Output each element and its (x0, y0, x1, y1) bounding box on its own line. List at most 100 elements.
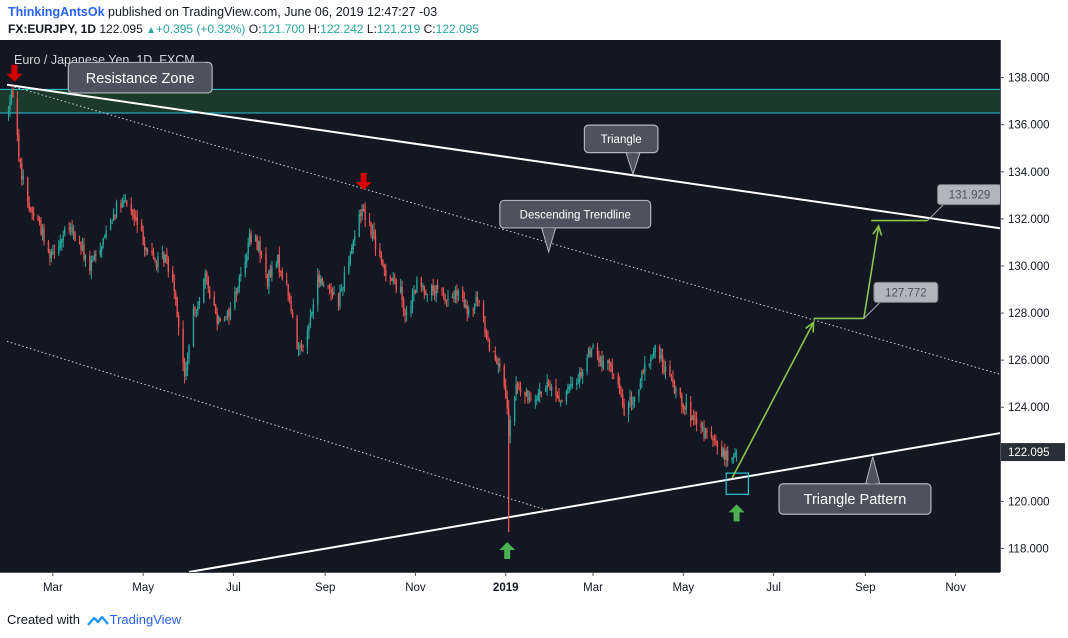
candle-body (61, 239, 63, 243)
callout-triangle-pattern-text: Triangle Pattern (804, 492, 907, 508)
candle-body (462, 289, 464, 299)
candle-body (610, 363, 612, 367)
candle-body (62, 235, 64, 241)
candle-body (639, 382, 642, 389)
candle-body (519, 387, 522, 393)
candle-body (633, 396, 636, 402)
projection-arrow-2-head (872, 224, 883, 236)
candle-body (722, 448, 724, 457)
candle-body (154, 258, 156, 261)
candle-body (561, 400, 563, 402)
candle-body (673, 382, 676, 394)
candle-body (228, 309, 230, 318)
sell-arrow-down-icon (6, 64, 23, 82)
candle-body (494, 353, 497, 360)
candle-body (126, 201, 128, 205)
candle-body (567, 387, 569, 393)
candle-body (701, 427, 704, 429)
sell-arrow-down-icon (355, 173, 372, 191)
candle-body (306, 330, 309, 348)
candle-body (651, 357, 653, 359)
change-text: +0.395 (+0.32%) (156, 22, 246, 36)
candle-body (92, 260, 94, 262)
candle-body (506, 396, 508, 409)
candle-body (182, 328, 184, 364)
candle-body (507, 407, 510, 437)
candle-body (509, 420, 511, 437)
candle-body (700, 423, 702, 428)
candle-body (142, 230, 144, 246)
candle-body (327, 286, 329, 288)
candle-body (219, 317, 221, 322)
candle-body (266, 273, 269, 286)
candle-body (237, 287, 239, 293)
candle-body (177, 316, 180, 328)
plot-layer: 127.772 131.929 (0, 64, 1000, 572)
tradingview-brand[interactable]: TradingView (109, 612, 182, 627)
candle-body (99, 250, 101, 255)
candle-body (602, 362, 605, 368)
candle-body (296, 317, 298, 349)
target-1-tag-text: 127.772 (885, 287, 927, 299)
candle-body (132, 209, 134, 215)
candle-body (493, 351, 495, 353)
candle-body (463, 299, 465, 307)
candle-body (337, 293, 340, 307)
candle-body (265, 252, 267, 273)
candle-body (10, 90, 13, 104)
candle-body (226, 310, 229, 317)
candle-body (322, 284, 325, 287)
candle-body (432, 285, 434, 292)
candle-body (394, 277, 396, 279)
candle-body (21, 163, 23, 180)
callout-resistance-zone-box (67, 61, 213, 94)
candle-body (291, 312, 294, 318)
x-tick-label: Jul (766, 582, 781, 594)
candle-body (497, 363, 500, 366)
candle-body (246, 255, 248, 262)
candle-body (133, 214, 135, 218)
low-value: 121.219 (376, 22, 421, 36)
candle-body (78, 242, 81, 244)
y-tick-label: 138.000 (1008, 73, 1050, 85)
callout-triangle-pattern-seam (866, 482, 880, 484)
candle-body (354, 235, 356, 241)
candle-body (734, 452, 736, 457)
author-link[interactable]: ThinkingAntsOk (8, 5, 105, 19)
candle-body (143, 243, 146, 250)
candle-body (590, 348, 593, 357)
candle-body (101, 246, 103, 252)
candle-body (476, 297, 479, 300)
candle-body (256, 237, 258, 250)
candle-body (598, 356, 600, 363)
candle-body (627, 402, 630, 415)
candle-body (416, 279, 418, 293)
x-tick-label: 2019 (493, 582, 519, 594)
candle-body (112, 213, 115, 221)
candle-body (441, 288, 443, 292)
candle-body (151, 250, 153, 253)
candle-body (84, 255, 87, 260)
candle-body (534, 400, 537, 402)
candle-body (547, 383, 550, 386)
buy-zone-box (725, 472, 750, 495)
tradingview-logo-icon (86, 615, 109, 626)
candle-body (37, 216, 39, 221)
last-price-label: 122.095 (1008, 447, 1050, 459)
callout-triangle-seam (626, 152, 640, 154)
last-price-text: 122.095 (99, 22, 143, 36)
candle-body (217, 316, 220, 323)
candle-body (50, 251, 53, 259)
candle-body (577, 380, 579, 382)
candle-body (43, 227, 45, 243)
candle-body (395, 278, 397, 291)
callout-descending-trendline-seam (542, 227, 556, 229)
candle-body (611, 364, 613, 373)
candle-body (93, 255, 96, 261)
candle-body (426, 294, 428, 296)
candle-body (505, 385, 507, 398)
candle-body (216, 312, 218, 324)
candle-body (235, 291, 238, 295)
target-1-tag-pointer (863, 302, 881, 319)
